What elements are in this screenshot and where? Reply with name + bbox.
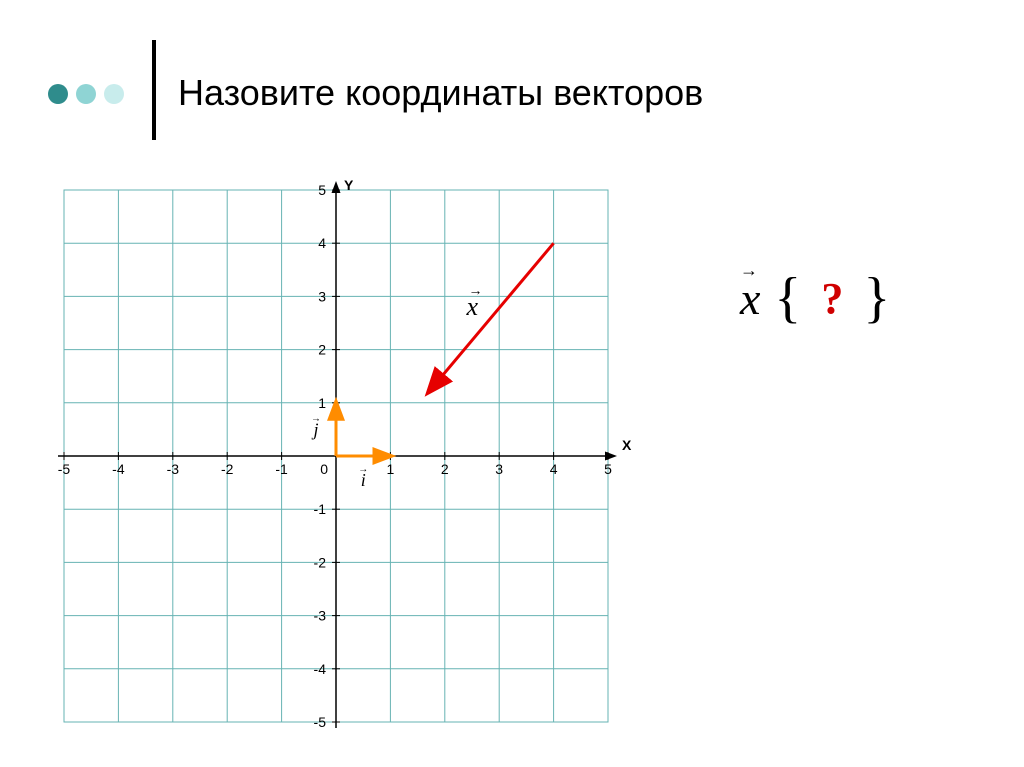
svg-text:2: 2 [441,461,449,477]
bullet-1 [48,84,68,104]
svg-text:-2: -2 [314,554,327,570]
svg-text:X: X [622,437,632,453]
svg-text:-1: -1 [314,501,327,517]
svg-text:Y: Y [344,177,354,193]
title-divider [152,40,156,140]
svg-text:5: 5 [318,182,326,198]
svg-text:4: 4 [550,461,558,477]
svg-text:4: 4 [318,235,326,251]
svg-text:1: 1 [387,461,395,477]
svg-text:→: → [358,464,368,475]
svg-text:-5: -5 [314,714,327,730]
svg-text:-4: -4 [314,661,327,677]
svg-text:-5: -5 [58,461,71,477]
svg-text:0: 0 [320,461,328,477]
bullet-2 [76,84,96,104]
vector-x-symbol: → x [740,272,760,325]
answer-expression: → x { ? } [740,270,890,326]
slide-title: Назовите координаты векторов [178,72,703,114]
slide-bullets [48,84,124,104]
question-mark: ? [821,273,843,324]
svg-text:5: 5 [604,461,612,477]
svg-text:-3: -3 [167,461,180,477]
brace-close: } [863,270,890,326]
bullet-3 [104,84,124,104]
brace-open: { [774,270,801,326]
svg-text:→: → [311,413,321,424]
coordinate-graph: -5-4-3-2-112345-5-4-3-2-1123450XYi→j→x→ [34,176,638,736]
svg-text:1: 1 [318,395,326,411]
svg-text:-4: -4 [112,461,125,477]
svg-text:3: 3 [318,288,326,304]
svg-text:-1: -1 [275,461,288,477]
svg-text:-2: -2 [221,461,234,477]
svg-text:3: 3 [495,461,503,477]
svg-text:2: 2 [318,342,326,358]
svg-text:→: → [469,282,483,298]
svg-text:-3: -3 [314,608,327,624]
